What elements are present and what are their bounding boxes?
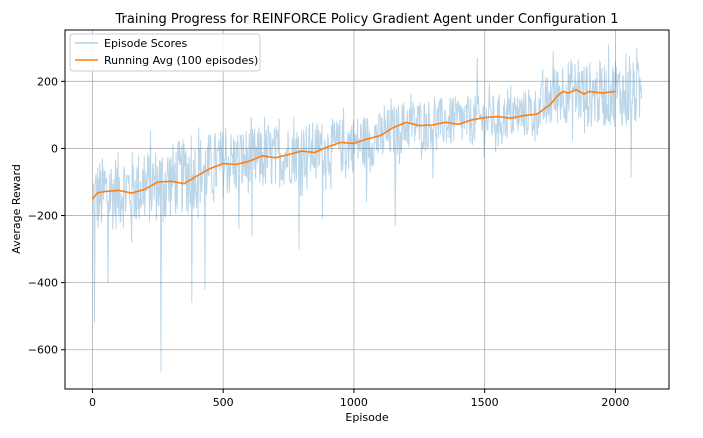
legend: Episode Scores Running Avg (100 episodes… xyxy=(69,33,261,72)
y-tick-label: 0 xyxy=(51,142,58,155)
legend-label-running-average: Running Avg (100 episodes) xyxy=(104,54,258,67)
x-axis: 0 500 1000 1500 2000 xyxy=(89,389,629,409)
running-average-line xyxy=(91,88,616,200)
chart-title: Training Progress for REINFORCE Policy G… xyxy=(115,12,619,27)
y-tick-label: −400 xyxy=(28,277,58,290)
y-tick-label: −600 xyxy=(28,344,58,357)
plot-area-frame xyxy=(64,29,670,390)
y-tick-label: 200 xyxy=(37,75,58,88)
legend-box xyxy=(69,33,261,72)
x-tick-label: 0 xyxy=(89,396,96,409)
x-tick-label: 500 xyxy=(213,396,234,409)
x-tick-label: 2000 xyxy=(601,396,629,409)
x-tick-label: 1000 xyxy=(340,396,368,409)
episode-scores-line xyxy=(92,44,642,372)
episode-scores-series xyxy=(92,44,642,372)
x-axis-label: Episode xyxy=(345,411,388,424)
y-axis: −600 −400 −200 0 200 xyxy=(28,75,65,357)
x-tick-label: 1500 xyxy=(471,396,499,409)
y-axis-label: Average Reward xyxy=(10,164,23,254)
legend-label-episode-scores: Episode Scores xyxy=(104,37,188,50)
y-tick-label: −200 xyxy=(28,210,58,223)
running-average-series xyxy=(91,88,616,200)
grid-lines xyxy=(65,30,669,389)
